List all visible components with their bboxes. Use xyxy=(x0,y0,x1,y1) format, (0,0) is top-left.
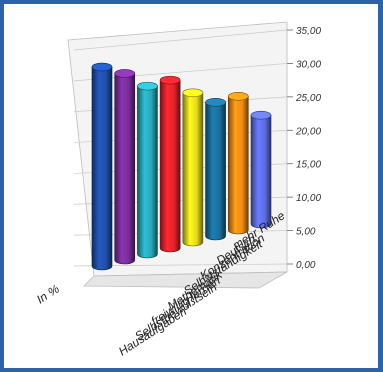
y-axis-unit-label: In % xyxy=(34,282,62,307)
bar-selbstst-ndigkeit xyxy=(182,88,204,247)
gridline xyxy=(73,29,288,51)
y-tick-label: 30,00 xyxy=(296,59,321,70)
bar-top xyxy=(182,88,204,98)
bar-top xyxy=(114,69,136,78)
y-tick-label: 0,00 xyxy=(296,260,316,271)
bar-body xyxy=(250,114,272,229)
bar-top xyxy=(227,92,249,101)
bar-top xyxy=(250,110,272,120)
bar-konzentration xyxy=(205,98,226,241)
chart-panel: 0,00 5,00 10,00 15,00 20,00 25,00 30,00 35,00 H… xyxy=(4,4,378,368)
y-tick-label: 15,00 xyxy=(296,160,321,171)
bar-body xyxy=(137,85,158,259)
bars xyxy=(91,62,272,271)
bar-mathematik xyxy=(159,75,181,253)
bar-top xyxy=(205,98,226,107)
bar-body xyxy=(205,102,226,241)
bar-body xyxy=(114,73,136,265)
bar-mehr-ruhe xyxy=(250,110,272,229)
y-axis-ticks: 0,00 5,00 10,00 15,00 20,00 25,00 30,00 35,00 xyxy=(287,26,321,271)
y-tick-label: 35,00 xyxy=(296,26,321,37)
bar-top xyxy=(137,81,158,91)
bar-deutsch xyxy=(227,92,249,235)
bar-body xyxy=(227,96,249,235)
bar-body xyxy=(159,79,181,253)
bar-freiwillig-lernen xyxy=(137,81,158,259)
y-tick-label: 20,00 xyxy=(295,126,321,137)
y-tick-label: 10,00 xyxy=(296,193,321,204)
bar-hausaufgaben xyxy=(91,62,113,271)
y-tick-label: 25,00 xyxy=(295,93,321,104)
bar-selbstbewu-tsein xyxy=(114,69,136,265)
bar-body xyxy=(182,92,204,247)
y-tick-label: 5,00 xyxy=(296,227,316,238)
bar-body xyxy=(91,66,113,271)
bar-top xyxy=(159,75,181,85)
floor xyxy=(83,271,288,289)
bar-top xyxy=(91,62,113,72)
